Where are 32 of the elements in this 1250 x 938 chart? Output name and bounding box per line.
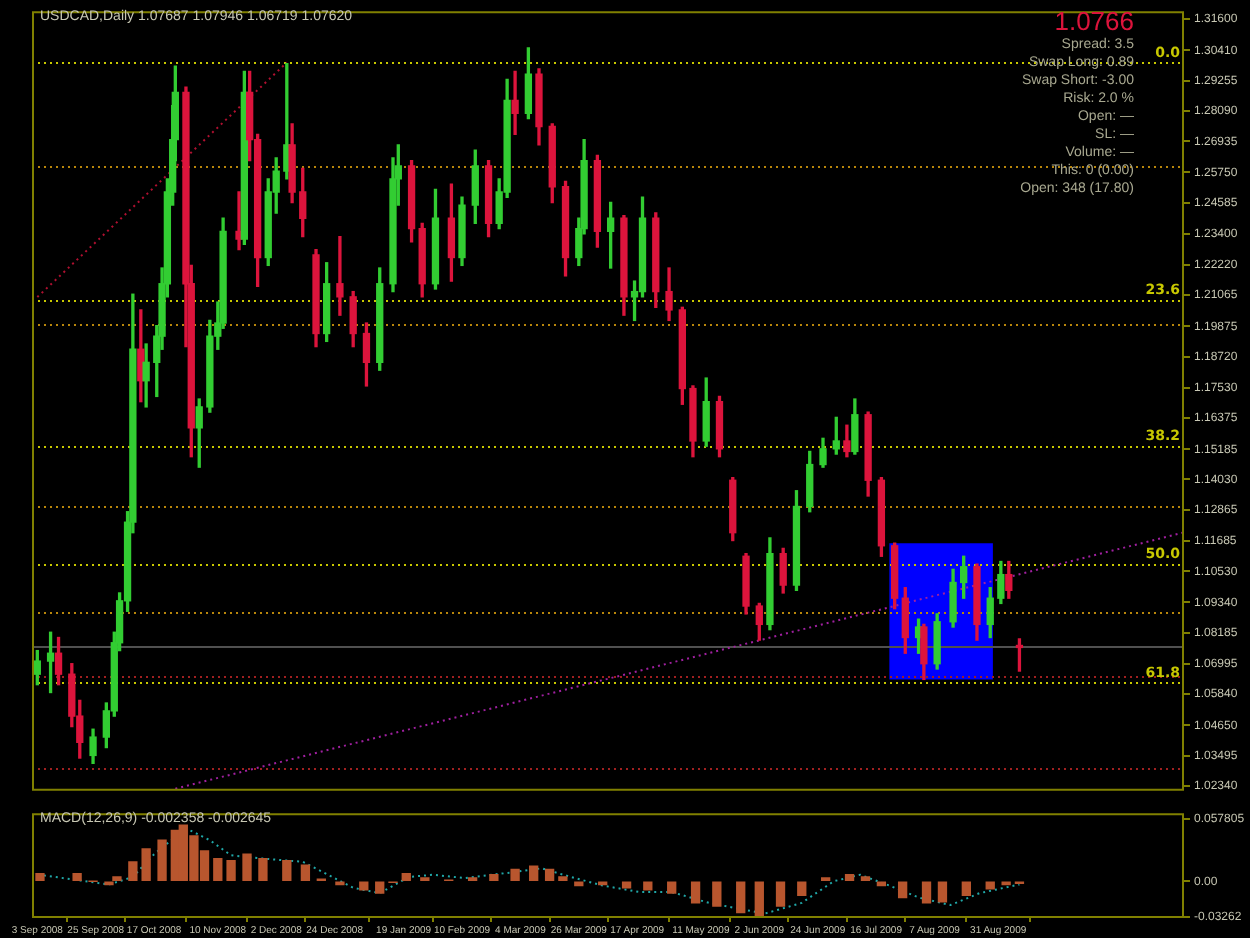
bar xyxy=(282,860,292,881)
bar xyxy=(797,881,807,896)
bar xyxy=(921,881,932,904)
bar xyxy=(300,864,311,881)
bar xyxy=(258,857,268,881)
bar xyxy=(489,874,499,881)
bar xyxy=(544,868,555,881)
bar xyxy=(844,874,855,881)
bar xyxy=(401,873,411,881)
bar xyxy=(226,860,236,881)
bar xyxy=(510,868,520,881)
bar xyxy=(157,839,167,881)
bar xyxy=(242,853,252,881)
bar xyxy=(736,881,746,914)
annotation: 1.0766 xyxy=(1052,6,1134,36)
bar xyxy=(961,881,971,896)
candlestick xyxy=(336,235,344,316)
bar xyxy=(712,881,722,907)
bar xyxy=(754,881,764,917)
bar xyxy=(35,873,45,881)
bar xyxy=(72,873,82,881)
bar xyxy=(667,881,677,894)
bar xyxy=(897,881,908,899)
bar xyxy=(529,865,539,881)
bar xyxy=(937,881,948,903)
bar xyxy=(359,881,369,891)
candlestick xyxy=(511,70,519,136)
bar xyxy=(690,881,701,904)
bar xyxy=(375,881,385,894)
bar xyxy=(213,857,223,881)
bar xyxy=(775,881,786,907)
bar xyxy=(643,881,653,891)
